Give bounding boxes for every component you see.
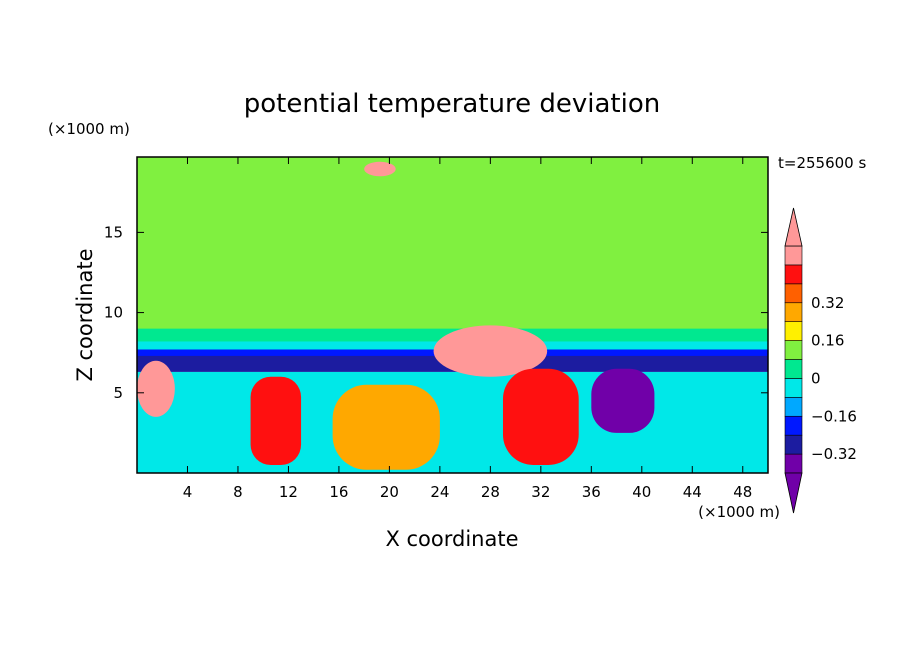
colorbar: −0.32 −0.16 0 0.16 0.32	[784, 207, 857, 514]
colorbar-swatch-2	[784, 415, 803, 436]
x-tick-label-0: 4	[183, 483, 193, 501]
colorbar-tick-label-3: 0.16	[811, 332, 844, 350]
time-label: t=255600 s	[778, 154, 866, 172]
x-axis-ticks: 4 8 12 16 20 24 28 32 36 40 44 48	[183, 157, 752, 501]
x-tick-label-9: 40	[632, 483, 651, 501]
x-axis-label: X coordinate	[385, 527, 518, 551]
heatmap-region-11	[591, 368, 655, 433]
y-tick-label-0: 5	[113, 384, 123, 402]
heatmap-region-7	[433, 325, 548, 377]
x-tick-label-8: 36	[582, 483, 601, 501]
plot-frame	[136, 156, 769, 474]
x-tick-label-11: 48	[733, 483, 752, 501]
y-axis-unit: (×1000 m)	[48, 120, 130, 138]
colorbar-swatch-11	[784, 245, 803, 266]
colorbar-swatch-5	[784, 359, 803, 379]
x-tick-label-4: 20	[380, 483, 399, 501]
colorbar-tick-label-0: −0.32	[811, 445, 857, 463]
colorbar-swatch-6	[784, 340, 803, 360]
x-axis-unit: (×1000 m)	[698, 503, 780, 521]
colorbar-arrow-bottom	[784, 472, 803, 514]
heatmap-region-8	[502, 368, 579, 465]
x-tick-label-5: 24	[430, 483, 449, 501]
colorbar-swatch-1	[784, 434, 803, 455]
colorbar-swatch-9	[784, 283, 803, 304]
x-tick-label-10: 44	[683, 483, 702, 501]
colorbar-tick-label-2: 0	[811, 369, 821, 387]
y-axis-ticks: 5 10 15	[104, 223, 768, 402]
colorbar-swatch-3	[784, 397, 803, 417]
colorbar-swatch-0	[784, 453, 803, 474]
colorbar-tick-label-1: −0.16	[811, 407, 857, 425]
x-tick-label-1: 8	[233, 483, 243, 501]
x-tick-label-6: 28	[481, 483, 500, 501]
colorbar-swatch-4	[784, 378, 803, 398]
heatmap-field	[137, 157, 768, 473]
heatmap-region-13	[137, 360, 175, 417]
x-tick-label-2: 12	[279, 483, 298, 501]
x-tick-label-7: 32	[531, 483, 550, 501]
colorbar-arrow-top	[784, 207, 803, 247]
heatmap-region-12	[364, 161, 396, 177]
heatmap-region-6	[137, 371, 768, 473]
heatmap-region-9	[250, 376, 302, 465]
colorbar-swatch-7	[784, 321, 803, 341]
heatmap-region-10	[332, 384, 440, 470]
chart-title: potential temperature deviation	[244, 89, 660, 119]
y-axis-label: Z coordinate	[73, 248, 97, 381]
y-tick-label-1: 10	[104, 304, 123, 322]
y-tick-label-2: 15	[104, 223, 123, 241]
colorbar-swatch-8	[784, 302, 803, 322]
x-tick-label-3: 16	[329, 483, 348, 501]
colorbar-swatch-10	[784, 264, 803, 285]
heatmap-region-1	[137, 288, 768, 329]
colorbar-tick-label-4: 0.32	[811, 294, 844, 312]
